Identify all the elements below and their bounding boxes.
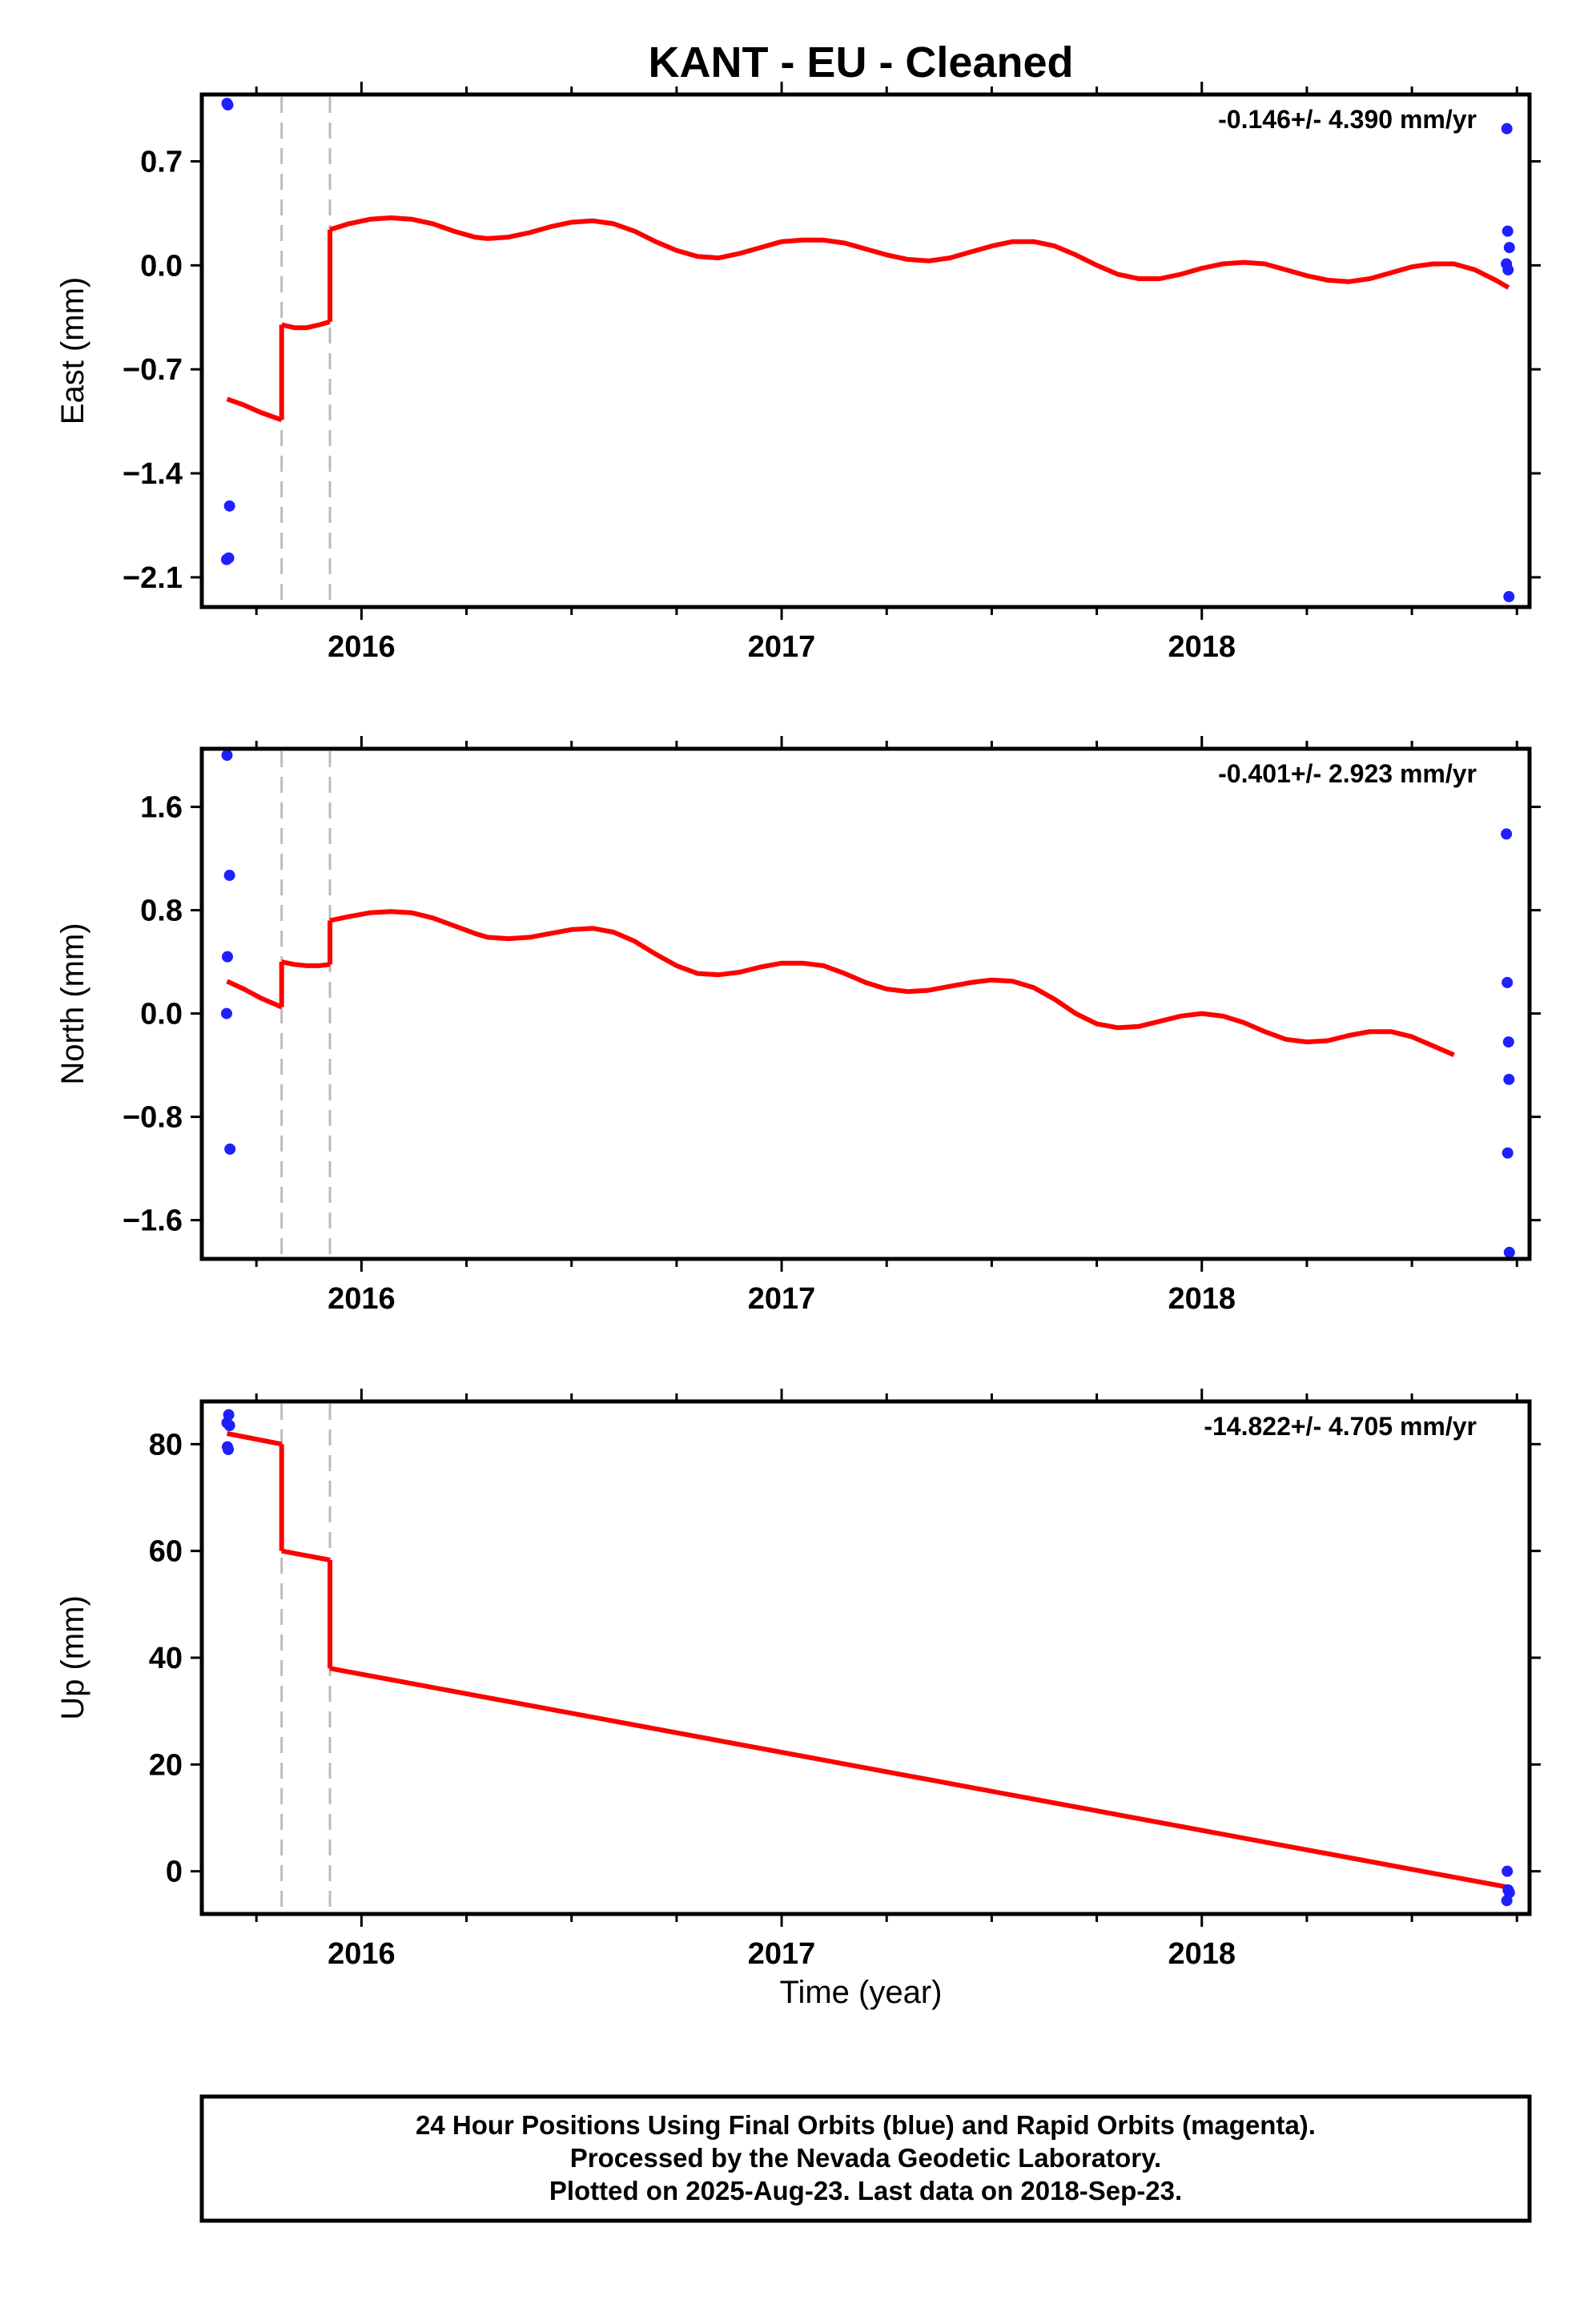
north-model-line (329, 909, 1455, 1057)
east-data-point (1502, 225, 1514, 237)
north-model-line (226, 979, 283, 1010)
east-ytick-label: −1.4 (123, 457, 183, 491)
north-data-point (222, 951, 234, 963)
east-xtick-label: 2016 (328, 630, 396, 664)
north-xtick-label: 2016 (328, 1282, 396, 1316)
east-data-point (1503, 242, 1515, 254)
east-model-line (329, 215, 1510, 290)
up-data-point (223, 1409, 235, 1421)
up-model-line (226, 1431, 283, 1447)
up-ytick-label: 60 (149, 1535, 183, 1569)
up-panel: 0 20 40 60 80 2016 2017 2018 Up (mm) -14.822+/- 4… (55, 1389, 1541, 1971)
north-data-point (1502, 1036, 1514, 1048)
east-data-point (222, 99, 234, 111)
north-ytick-label: −1.6 (123, 1204, 183, 1238)
footer-line-1: 24 Hour Positions Using Final Orbits (bl… (416, 2110, 1316, 2140)
east-data-point (1503, 591, 1515, 603)
east-data-point (223, 552, 235, 564)
footer-box: 24 Hour Positions Using Final Orbits (bl… (199, 2094, 1532, 2223)
up-rate-label: -14.822+/- 4.705 mm/yr (1204, 1412, 1477, 1441)
east-ytick-label: 0.0 (140, 249, 183, 283)
up-data-point (1502, 1865, 1514, 1877)
north-ytick-label: −0.8 (123, 1101, 183, 1135)
east-xtick-label: 2017 (748, 630, 816, 664)
footer-line-3: Plotted on 2025-Aug-23. Last data on 201… (549, 2176, 1182, 2205)
north-model-line (281, 959, 331, 968)
east-model-line (281, 319, 331, 331)
east-panel: −2.1 −1.4 −0.7 0.0 0.7 2016 2017 2018 East (mm) -… (55, 82, 1541, 664)
up-xtick-label: 2018 (1168, 1937, 1236, 1971)
north-ytick-label: 0.8 (140, 895, 183, 928)
footer-line-2: Processed by the Nevada Geodetic Laborat… (570, 2143, 1161, 2173)
up-data-point (223, 1444, 235, 1455)
up-y-axis-label: Up (mm) (55, 1595, 90, 1720)
north-plot-frame (199, 746, 1532, 1261)
east-model-line (226, 396, 283, 423)
north-ytick-label: 0.0 (140, 998, 183, 1031)
up-ytick-label: 0 (166, 1856, 183, 1889)
north-xtick-label: 2018 (1168, 1282, 1236, 1316)
east-xtick-label: 2018 (1168, 630, 1236, 664)
north-data-point (224, 1143, 236, 1155)
up-ytick-label: 80 (149, 1428, 183, 1462)
north-data-point (221, 750, 233, 762)
x-axis-label: Time (year) (780, 1975, 943, 2010)
east-rate-label: -0.146+/- 4.390 mm/yr (1218, 105, 1477, 134)
east-plot-frame (199, 92, 1532, 609)
east-data-point (223, 500, 235, 512)
east-data-point (1501, 123, 1513, 135)
chart-title: KANT - EU - Cleaned (648, 38, 1073, 86)
east-ytick-label: 0.7 (140, 145, 183, 179)
north-y-axis-label: North (mm) (55, 923, 90, 1084)
up-data-point (223, 1420, 235, 1431)
up-data-point (1501, 1895, 1513, 1907)
up-model-line (281, 1548, 331, 1562)
north-panel: −1.6 −0.8 0.0 0.8 1.6 2016 2017 2018 North (mm) -… (55, 736, 1541, 1316)
north-data-point (223, 870, 235, 882)
north-ytick-label: 1.6 (140, 791, 183, 825)
north-data-point (1502, 976, 1514, 988)
north-data-point (1502, 1147, 1514, 1159)
east-y-axis-label: East (mm) (55, 277, 90, 424)
up-model-line (329, 1666, 1510, 1890)
north-data-point (1503, 1246, 1515, 1258)
north-xtick-label: 2017 (748, 1282, 816, 1316)
east-ytick-label: −0.7 (123, 353, 183, 387)
up-xtick-label: 2016 (328, 1937, 396, 1971)
up-ytick-label: 20 (149, 1748, 183, 1782)
east-data-point (1502, 263, 1514, 275)
north-data-point (1503, 1073, 1515, 1085)
north-data-point (1501, 828, 1513, 840)
up-ytick-label: 40 (149, 1642, 183, 1675)
north-rate-label: -0.401+/- 2.923 mm/yr (1218, 759, 1477, 788)
east-ytick-label: −2.1 (123, 561, 183, 595)
up-xtick-label: 2017 (748, 1937, 816, 1971)
north-data-point (220, 1007, 232, 1019)
